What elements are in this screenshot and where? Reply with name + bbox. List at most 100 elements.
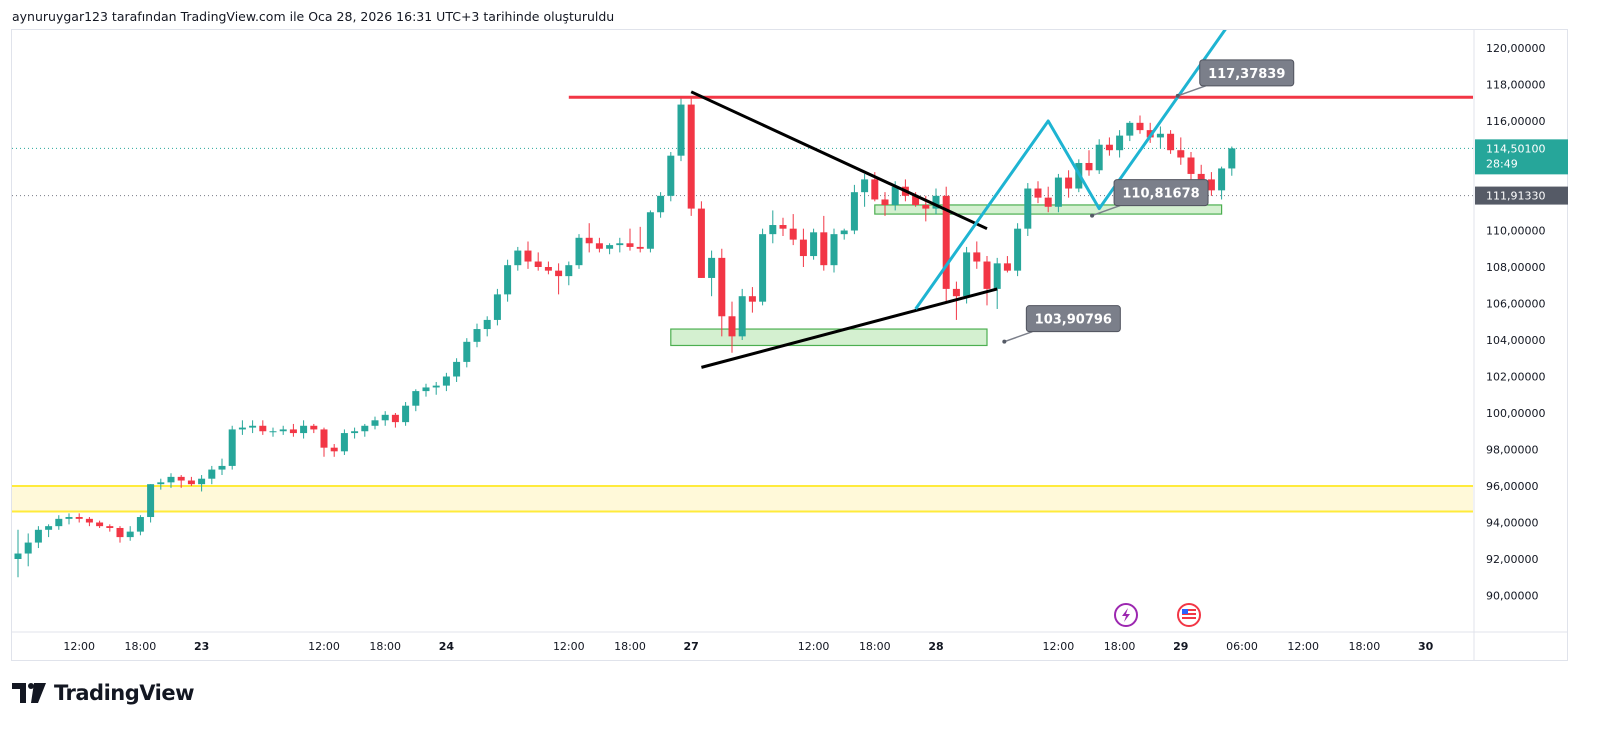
zigzag-projection (914, 30, 1227, 310)
candle-body (616, 243, 624, 246)
candle-body (75, 517, 83, 519)
candle-body (1024, 188, 1032, 229)
candle-body (279, 429, 287, 432)
candle-body (861, 179, 869, 193)
x-tick-label: 28 (928, 640, 943, 653)
candle-body (677, 104, 685, 156)
price-dotted-lines (12, 147, 1473, 197)
candle-body (1167, 133, 1175, 151)
candle-body (45, 526, 53, 530)
candle-body (636, 246, 644, 249)
candle-body (1126, 122, 1134, 136)
candle-body (136, 517, 144, 532)
support-zone-low (670, 328, 988, 347)
us-flag-icon[interactable] (1177, 603, 1201, 627)
candle-body (24, 542, 32, 554)
candle-body (595, 243, 603, 249)
candle-body (351, 431, 359, 434)
candle-body (473, 329, 481, 342)
callout-anchor (1002, 339, 1007, 344)
candle-body (1095, 144, 1103, 171)
candle-body (881, 199, 889, 205)
candle-body (657, 195, 665, 213)
candle-body (922, 204, 930, 209)
candle-body (708, 257, 716, 278)
candle-body (238, 427, 246, 430)
y-tick-label: 106,00000 (1486, 298, 1546, 311)
yellow-zone (12, 486, 1473, 512)
candle-body (167, 476, 175, 483)
y-tick-label: 98,00000 (1486, 444, 1539, 457)
candle-body (1156, 133, 1164, 138)
candle-body (249, 425, 257, 428)
candle-body (952, 288, 960, 297)
lightning-bolt-icon[interactable] (1114, 603, 1138, 627)
callout-anchor (1175, 93, 1180, 98)
candle-body (453, 361, 461, 377)
candle-body (534, 261, 542, 267)
candle-body (544, 267, 552, 271)
tradingview-logo-icon (12, 683, 46, 703)
candle-body (1136, 122, 1144, 131)
x-tick-label: 18:00 (1349, 640, 1381, 653)
candle-body (748, 296, 756, 302)
y-tick-label: 96,00000 (1486, 480, 1539, 493)
candle-body (779, 225, 787, 229)
candle-body (300, 425, 308, 434)
candle-body (1014, 228, 1022, 271)
candle-body (585, 237, 593, 244)
event-icons (1114, 603, 1201, 627)
candle-body (1003, 263, 1011, 271)
candle-body (738, 296, 746, 337)
candle-body (228, 429, 236, 466)
y-tick-label: 110,00000 (1486, 225, 1546, 238)
x-tick-label: 18:00 (125, 640, 157, 653)
candle-body (106, 526, 114, 528)
candle-body (1085, 162, 1093, 171)
candle-body (1207, 179, 1215, 191)
candle-body (126, 531, 134, 538)
countdown-label: 28:49 (1486, 157, 1518, 170)
callout-label: 103,90796 (1035, 313, 1112, 328)
candle-body (555, 270, 563, 277)
chart-area[interactable] (11, 29, 1568, 661)
tradingview-logo[interactable]: TradingView (12, 681, 194, 705)
candle-body (65, 517, 73, 519)
candle-body (259, 425, 267, 432)
x-tick-label: 23 (194, 640, 209, 653)
y-tick-label: 90,00000 (1486, 590, 1539, 603)
x-tick-label: 06:00 (1226, 640, 1258, 653)
grid (12, 30, 1567, 661)
y-tick-label: 94,00000 (1486, 517, 1539, 530)
y-tick-label: 120,00000 (1486, 42, 1546, 55)
candle-body (810, 232, 818, 257)
y-tick-label: 116,00000 (1486, 115, 1546, 128)
candle-body (1044, 197, 1052, 207)
candle-body (1218, 168, 1226, 191)
candle-body (187, 480, 195, 485)
candle-body (1197, 173, 1205, 180)
candle-body (524, 250, 532, 262)
x-tick-label: 12:00 (63, 640, 95, 653)
callouts: 117,37839 110,81678 103,90796 (1002, 59, 1295, 344)
candle-body (116, 527, 124, 538)
y-axis: 120,00000118,00000116,00000114,00000110,… (1486, 42, 1546, 603)
callout-box (1025, 305, 1121, 333)
candle-body (218, 465, 226, 470)
candle-body (1228, 148, 1236, 169)
candle-body (1054, 177, 1062, 207)
candle-body (402, 405, 410, 423)
x-tick-label: 12:00 (553, 640, 585, 653)
x-tick-label: 18:00 (614, 640, 646, 653)
chart-caption: aynuruygar123 tarafından TradingView.com… (12, 9, 615, 24)
price-tags: 114,50100 28:49 111,91330 (1475, 139, 1568, 205)
candle-body (891, 186, 899, 205)
candle-body (463, 341, 471, 362)
candle-body (504, 265, 512, 295)
candle-body (422, 387, 430, 392)
candle-body (289, 429, 297, 434)
candle-body (789, 228, 797, 240)
candle-body (1187, 157, 1195, 174)
candle-body (912, 195, 920, 205)
